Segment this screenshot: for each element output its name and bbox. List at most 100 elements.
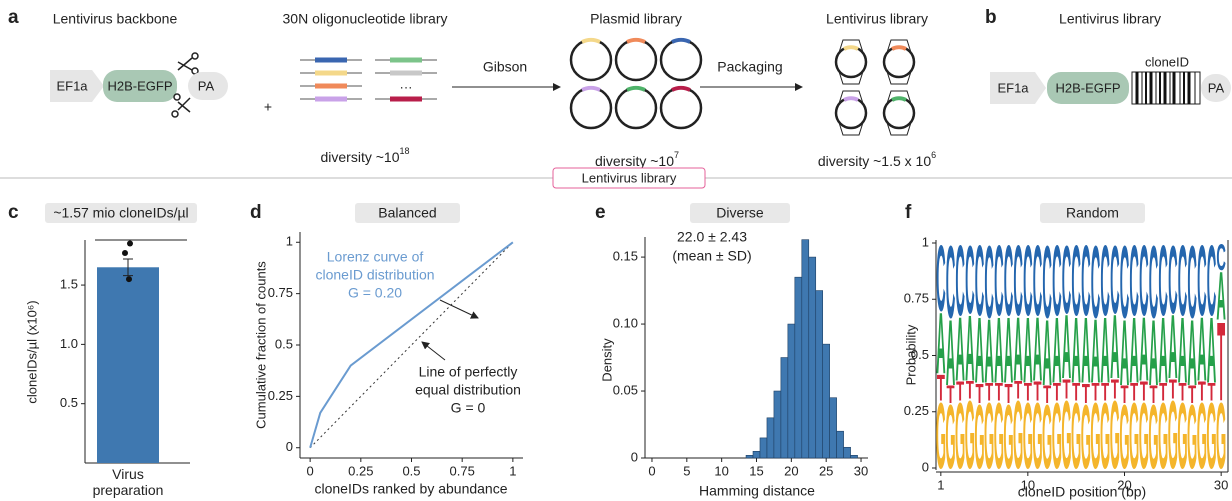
annotation: Lorenz curve of	[327, 249, 424, 265]
logo-letter: C	[1091, 223, 1101, 339]
page: {"panel_a": {"letter": "a", "backbone": …	[0, 0, 1232, 501]
histogram-bar	[802, 240, 809, 458]
annotation: (mean ± SD)	[672, 248, 751, 264]
y-tick-label: 1.5	[60, 277, 78, 292]
diversity-text: diversity ~10	[595, 153, 674, 169]
virions	[836, 40, 914, 135]
gibson: Gibson	[483, 59, 527, 75]
diversity-text: diversity ~10	[321, 149, 400, 165]
histogram-bar	[844, 447, 851, 458]
chart-title: ~1.57 mio cloneIDs/µl	[53, 205, 188, 221]
histogram-bar	[851, 455, 858, 458]
gene: H2B-EGFP	[107, 78, 172, 93]
y-tick-label: 1.0	[60, 336, 78, 351]
histogram-bar	[767, 418, 774, 458]
y-tick-label: 0	[631, 449, 638, 464]
logo-letter: C	[1207, 225, 1217, 337]
histogram-bar	[809, 257, 816, 458]
y-tick-label: 0.25	[268, 388, 293, 403]
y-axis-label: Density	[599, 338, 614, 382]
x-tick-label: Virus preparation	[88, 466, 168, 498]
x-tick-label: 30	[854, 463, 868, 478]
packaging: Packaging	[717, 59, 782, 75]
ellipsis: ···	[400, 79, 413, 94]
plasmid-title: Plasmid library	[590, 11, 682, 27]
x-axis-label: cloneIDs ranked by abundance	[314, 481, 507, 497]
histogram-bar	[746, 455, 753, 458]
promoter: EF1a	[997, 80, 1029, 95]
logo-letter: C	[965, 224, 975, 333]
chart-title: Balanced	[378, 205, 436, 221]
x-tick-label: 25	[819, 463, 833, 478]
logo-letter: C	[1178, 225, 1188, 337]
y-tick-label: 0.15	[613, 249, 638, 264]
oligo-title: 30N oligonucleotide library	[283, 11, 448, 27]
logo-letter: C	[1187, 223, 1197, 339]
x-tick-label: 0.5	[402, 463, 420, 478]
plus: +	[264, 99, 272, 115]
logo-letter: C	[1100, 225, 1110, 337]
y-axis-label: Probability	[903, 324, 918, 385]
annotation-arrow	[422, 342, 445, 360]
panel-b-title: Lentivirus library	[1059, 11, 1161, 27]
y-axis-label: Cumulative fraction of counts	[253, 261, 268, 429]
lentivirus-title: Lentivirus library	[826, 11, 928, 27]
figure: a Lentivirus backbone EF1a H2B-EGFP PA +…	[0, 0, 1232, 501]
x-tick-label: 10	[714, 463, 728, 478]
section-label: Lentivirus library	[582, 170, 677, 185]
annotation: cloneID distribution	[315, 267, 434, 283]
logo-letter: C	[936, 226, 946, 331]
logo-letter: C	[1216, 237, 1226, 278]
y-tick-label: 0	[922, 459, 929, 474]
logo-letter: C	[955, 225, 965, 337]
logo-letter: C	[1071, 225, 1081, 337]
panel-letter: b	[985, 7, 997, 28]
histogram-bar	[823, 344, 830, 458]
annotation: Line of perfectly	[419, 364, 518, 380]
diversity-text: diversity ~1.5 x 10	[818, 153, 931, 169]
panel-letter: e	[595, 202, 606, 223]
y-tick-label: 1	[922, 234, 929, 249]
plasmids	[571, 40, 701, 128]
x-tick-label: 15	[749, 463, 763, 478]
logo-letter: C	[1013, 225, 1023, 337]
lentivirus-diversity: diversity ~1.5 x 106	[818, 150, 936, 168]
logo-letter: C	[1062, 224, 1072, 333]
logo-letter: C	[1110, 224, 1120, 333]
histogram-bar	[788, 324, 795, 458]
y-tick-label: 0.25	[904, 403, 929, 418]
oligo-lines	[300, 60, 437, 99]
polya: PA	[1208, 80, 1225, 95]
x-tick-label: 0.75	[450, 463, 475, 478]
logo-letter: C	[1149, 223, 1159, 339]
x-tick-label: 1	[509, 463, 516, 478]
annotation: G = 0.20	[348, 285, 402, 301]
y-tick-label: 0.75	[904, 291, 929, 306]
y-tick-label: 0	[286, 439, 293, 454]
logo-letter: C	[946, 223, 956, 339]
panel-letter: f	[905, 202, 912, 223]
logo-letter: C	[1081, 225, 1091, 337]
oligo-diversity: diversity ~1018	[321, 146, 410, 164]
y-tick-label: 0.5	[275, 336, 293, 351]
plasmid-diversity: diversity ~107	[595, 150, 679, 168]
logo-letter: C	[1139, 225, 1149, 337]
histogram-bar	[816, 291, 823, 458]
polya: PA	[198, 78, 215, 93]
annotation-arrow	[440, 300, 478, 318]
annotation: G = 0	[451, 400, 486, 416]
gene: H2B-EGFP	[1055, 80, 1120, 95]
panel-letter: c	[8, 202, 19, 223]
plasmid-inserts	[582, 40, 690, 90]
barcode-label: cloneID	[1145, 54, 1189, 69]
virion-inserts	[844, 47, 906, 100]
logo-letter: C	[984, 223, 994, 339]
logo-letter: C	[1158, 225, 1168, 337]
data-point	[126, 276, 132, 282]
histogram-bar	[781, 358, 788, 458]
data-point	[127, 241, 133, 247]
logo-letter: C	[1197, 225, 1207, 337]
promoter: EF1a	[56, 78, 88, 93]
x-tick-label: 5	[683, 463, 690, 478]
logo-letter: C	[1129, 225, 1139, 337]
